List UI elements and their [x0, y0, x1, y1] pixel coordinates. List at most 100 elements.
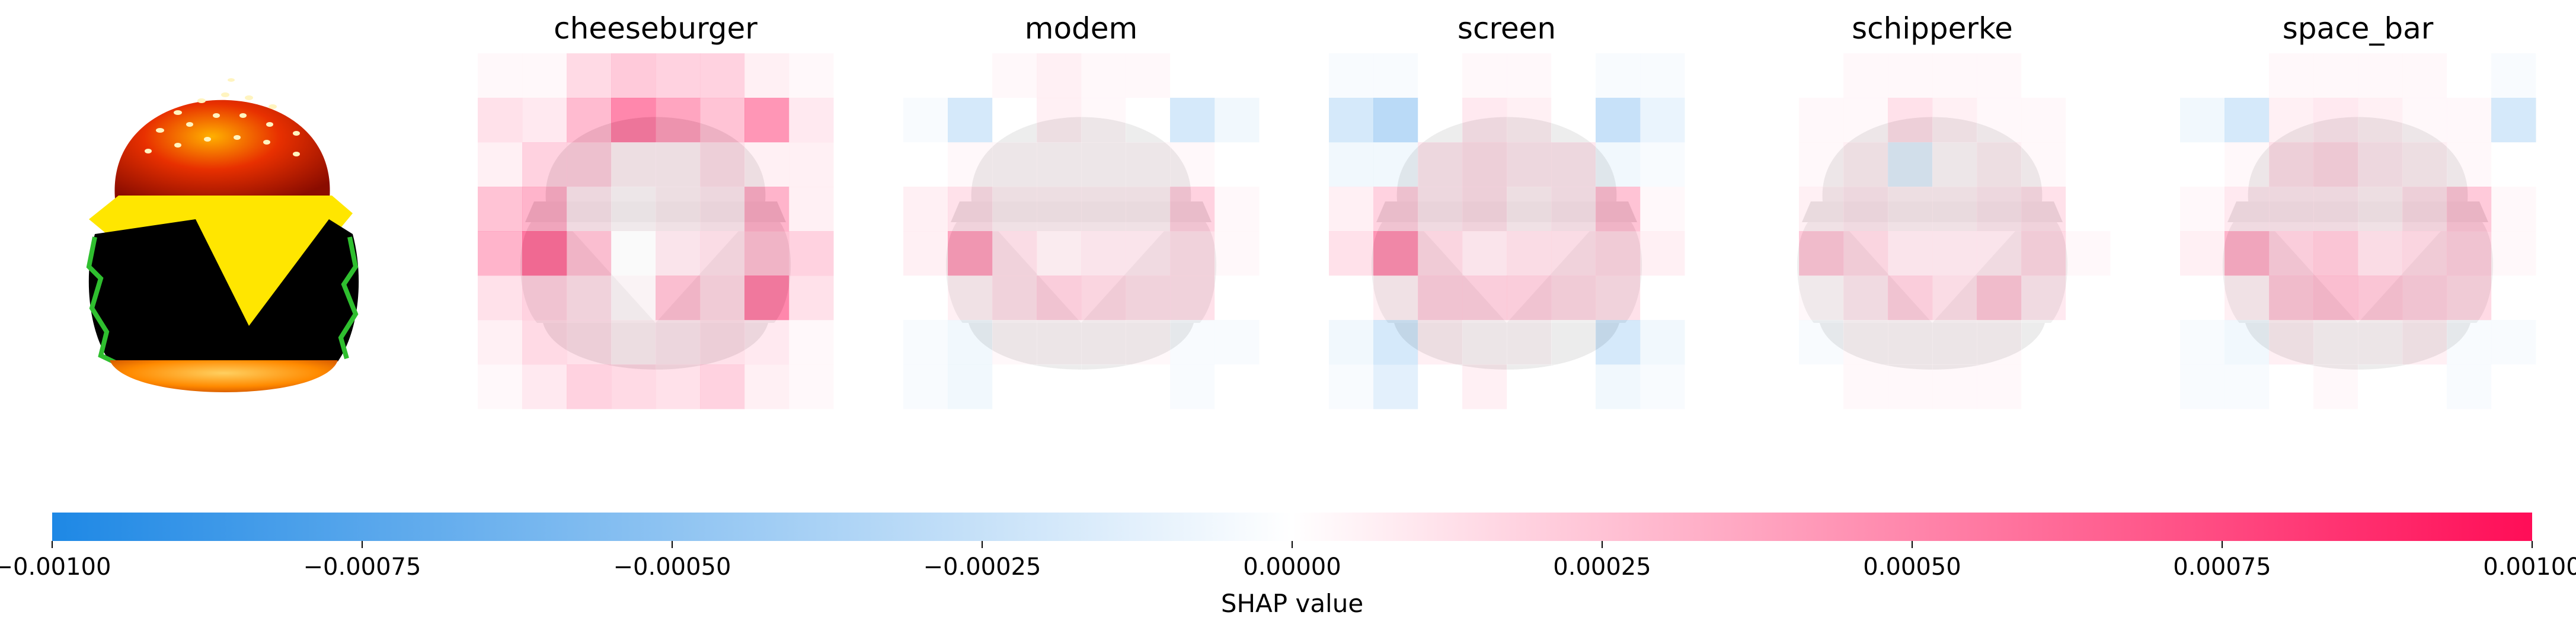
shap-cell [2021, 231, 2066, 276]
shap-cell [2021, 142, 2066, 187]
shap-cell [1462, 142, 1507, 187]
colorbar-tick-label: 0.00000 [1243, 553, 1341, 581]
shap-cell [611, 98, 656, 143]
shap-cell [2225, 187, 2270, 232]
shap-cell [2491, 276, 2536, 321]
shap-cell [2358, 320, 2403, 365]
shap-cell [744, 276, 790, 321]
shap-cell [2402, 187, 2447, 232]
shap-cell [611, 142, 656, 187]
shap-cell [903, 276, 948, 321]
shap-cell [2269, 98, 2314, 143]
shap-cell [2066, 231, 2111, 276]
shap-cell [2066, 187, 2111, 232]
shap-cell [2313, 231, 2358, 276]
shap-cell [478, 320, 523, 365]
shap-cell [2225, 53, 2270, 98]
shap-cell [1215, 98, 1260, 143]
shap-cell [2491, 187, 2536, 232]
shap-cell [1037, 142, 1082, 187]
shap-cell [2491, 231, 2536, 276]
shap-cell [1640, 98, 1685, 143]
shap-cell [1170, 364, 1215, 409]
shap-cell [789, 53, 834, 98]
shap-cell [789, 187, 834, 232]
shap-cell [1932, 364, 1977, 409]
shap-cell [992, 231, 1037, 276]
shap-cell [1888, 364, 1933, 409]
shap-cell [1551, 98, 1596, 143]
colorbar-tick-label: 0.00025 [1553, 553, 1651, 581]
shap-cell [567, 320, 612, 365]
shap-cell [2269, 320, 2314, 365]
shap-cell [2225, 276, 2270, 321]
shap-cell [1977, 320, 2022, 365]
shap-cell [611, 187, 656, 232]
shap-cell [1596, 231, 1641, 276]
shap-cell [1373, 53, 1418, 98]
shap-cell [1170, 187, 1215, 232]
shap-cell [1215, 276, 1260, 321]
shap-cell [2313, 53, 2358, 98]
shap-cell [2358, 187, 2403, 232]
shap-cell [2269, 53, 2314, 98]
colorbar: −0.00100 −0.00075 −0.00050 −0.00025 0.00000 0… [0, 513, 2576, 618]
shap-cell [1932, 142, 1977, 187]
shap-cell [1843, 364, 1888, 409]
shap-cell [1596, 98, 1641, 143]
shap-cell [1754, 364, 1800, 409]
shap-cell [478, 231, 523, 276]
shap-cell [1507, 98, 1552, 143]
shap-cell [1170, 320, 1215, 365]
shap-cell [1799, 276, 1844, 321]
shap-cell [1462, 320, 1507, 365]
shap-cell [2313, 187, 2358, 232]
shap-cell [1373, 98, 1418, 143]
shap-cell [2225, 231, 2270, 276]
shap-cell [1640, 53, 1685, 98]
shap-cell [948, 98, 993, 143]
shap-cell [2447, 187, 2492, 232]
shap-cell [1081, 98, 1126, 143]
shap-cell [789, 142, 834, 187]
shap-cell [744, 231, 790, 276]
shap-cell [700, 187, 745, 232]
shap-cell [2313, 98, 2358, 143]
shap-cell [2180, 276, 2225, 321]
shap-cell [567, 187, 612, 232]
shap-cell [1037, 98, 1082, 143]
shap-cell [2066, 320, 2111, 365]
shap-cell [903, 320, 948, 365]
shap-cell [2358, 142, 2403, 187]
shap-cell [1754, 320, 1800, 365]
shap-cell [2269, 187, 2314, 232]
shap-cell [656, 187, 701, 232]
shap-cell [1418, 320, 1463, 365]
shap-cell [1551, 231, 1596, 276]
shap-cell [948, 142, 993, 187]
shap-cell [1081, 53, 1126, 98]
shap-cell [1843, 276, 1888, 321]
shap-cell [2225, 98, 2270, 143]
shap-cell [2491, 53, 2536, 98]
shap-cell [1373, 187, 1418, 232]
shap-cell [1507, 231, 1552, 276]
shap-cell [656, 276, 701, 321]
shap-cell [948, 53, 993, 98]
shap-cell [522, 98, 567, 143]
colorbar-ticks: −0.00100 −0.00075 −0.00050 −0.00025 0.00000 0… [0, 541, 2576, 581]
shap-cell [1932, 98, 1977, 143]
shap-cell [2180, 98, 2225, 143]
shap-cell [1843, 231, 1888, 276]
shap-cell [2269, 231, 2314, 276]
shap-cell [700, 98, 745, 143]
shap-cell [1126, 53, 1171, 98]
shap-cell [1329, 187, 1374, 232]
shap-cell [2447, 53, 2492, 98]
shap-cell [948, 231, 993, 276]
shap-cell [1596, 53, 1641, 98]
shap-cell [1799, 231, 1844, 276]
shap-cell [2491, 320, 2536, 365]
shap-cell [2447, 98, 2492, 143]
